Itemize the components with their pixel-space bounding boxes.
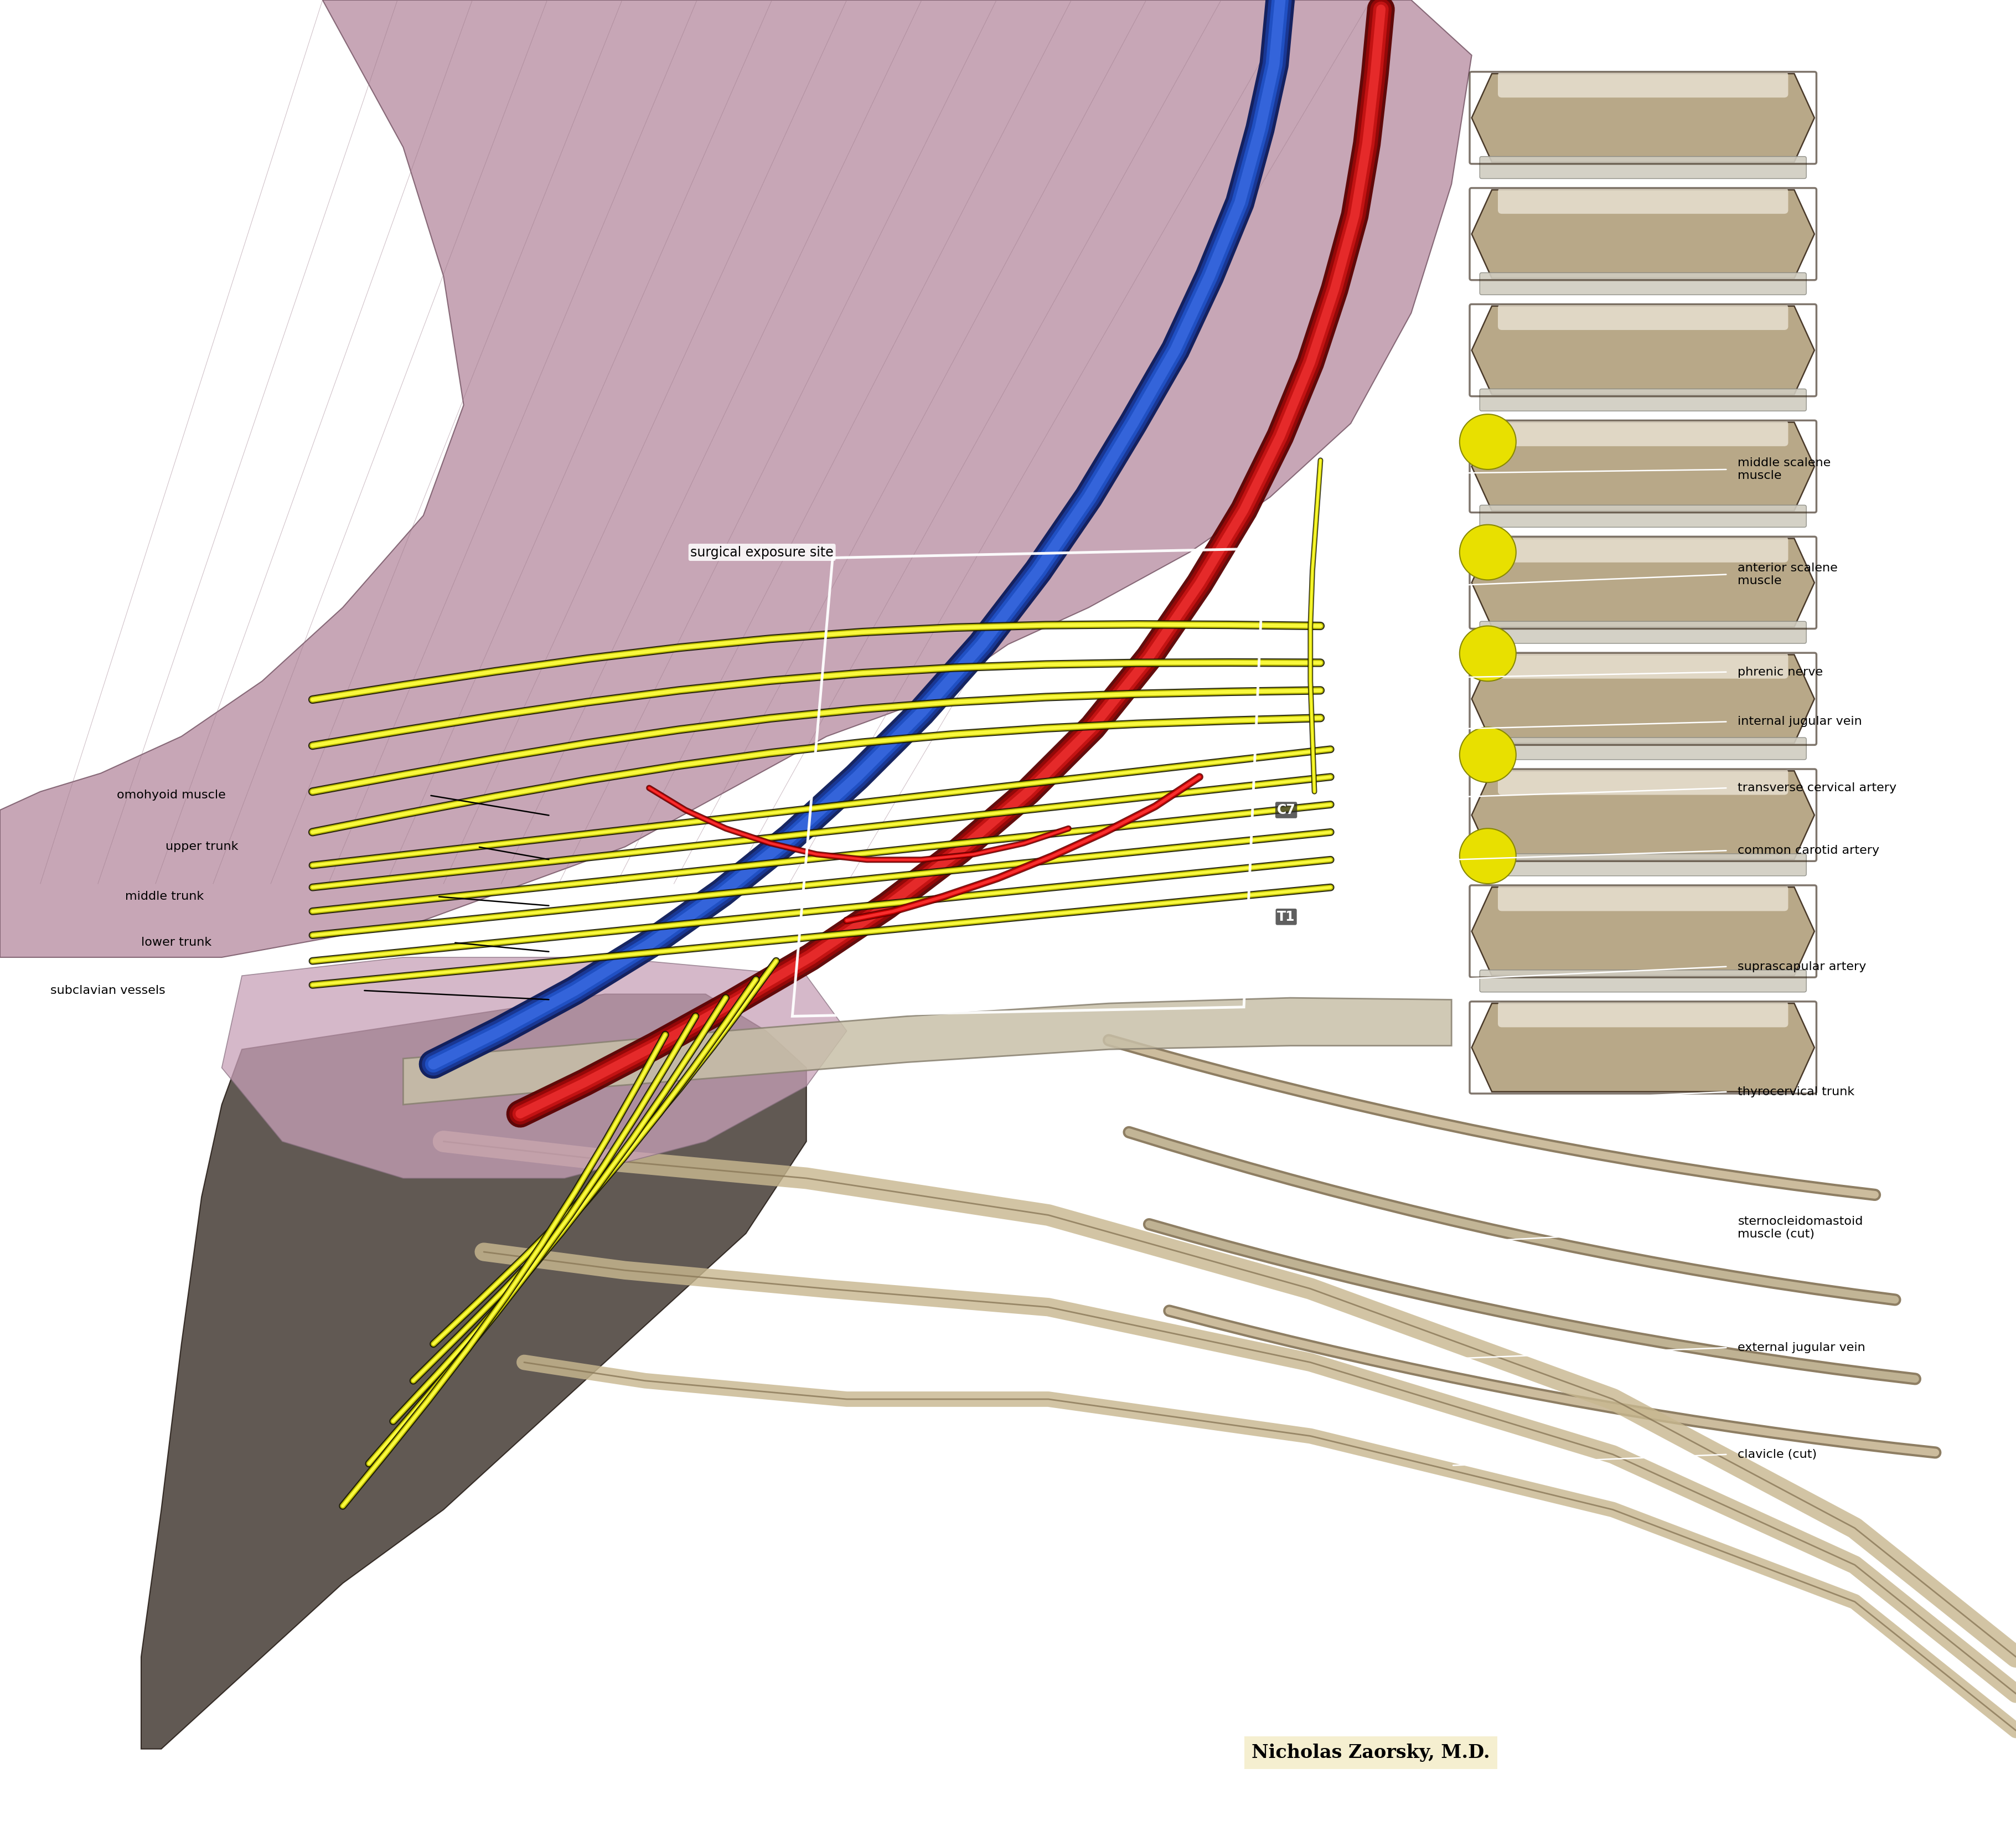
PathPatch shape (1472, 771, 1814, 860)
PathPatch shape (1472, 74, 1814, 162)
FancyBboxPatch shape (1480, 272, 1806, 295)
Text: surgical exposure site: surgical exposure site (689, 545, 835, 560)
PathPatch shape (1472, 422, 1814, 510)
PathPatch shape (1472, 655, 1814, 744)
Text: middle trunk: middle trunk (125, 891, 204, 902)
Ellipse shape (1460, 414, 1516, 469)
Text: phrenic nerve: phrenic nerve (1738, 666, 1822, 677)
FancyBboxPatch shape (1498, 886, 1788, 911)
Text: anterior scalene
muscle: anterior scalene muscle (1738, 563, 1839, 585)
FancyBboxPatch shape (1480, 156, 1806, 179)
Text: upper trunk: upper trunk (165, 841, 238, 852)
PathPatch shape (0, 0, 1472, 957)
Text: external jugular vein: external jugular vein (1738, 1342, 1865, 1353)
FancyBboxPatch shape (1480, 622, 1806, 644)
FancyBboxPatch shape (1498, 304, 1788, 330)
FancyBboxPatch shape (1498, 654, 1788, 679)
Text: thyrocervical trunk: thyrocervical trunk (1738, 1086, 1855, 1097)
Text: suprascapular artery: suprascapular artery (1738, 961, 1867, 972)
PathPatch shape (222, 957, 847, 1178)
Text: internal jugular vein: internal jugular vein (1738, 716, 1863, 727)
Ellipse shape (1460, 828, 1516, 884)
FancyBboxPatch shape (1498, 1002, 1788, 1027)
Ellipse shape (1460, 525, 1516, 580)
Text: sternocleidomastoid
muscle (cut): sternocleidomastoid muscle (cut) (1738, 1217, 1863, 1239)
Text: middle scalene
muscle: middle scalene muscle (1738, 458, 1831, 481)
Text: C7: C7 (1276, 803, 1296, 817)
PathPatch shape (403, 998, 1452, 1105)
FancyBboxPatch shape (1480, 854, 1806, 876)
PathPatch shape (1472, 306, 1814, 394)
PathPatch shape (1472, 538, 1814, 626)
FancyBboxPatch shape (1498, 420, 1788, 446)
Ellipse shape (1460, 626, 1516, 681)
FancyBboxPatch shape (1498, 72, 1788, 98)
Ellipse shape (1460, 727, 1516, 782)
FancyBboxPatch shape (1480, 504, 1806, 527)
Text: lower trunk: lower trunk (141, 937, 212, 948)
PathPatch shape (1472, 887, 1814, 976)
Text: clavicle (cut): clavicle (cut) (1738, 1449, 1816, 1460)
PathPatch shape (1472, 190, 1814, 278)
FancyBboxPatch shape (1498, 538, 1788, 563)
PathPatch shape (141, 994, 806, 1749)
Text: T1: T1 (1278, 909, 1294, 924)
FancyBboxPatch shape (1498, 770, 1788, 795)
PathPatch shape (1472, 1003, 1814, 1092)
Text: Nicholas Zaorsky, M.D.: Nicholas Zaorsky, M.D. (1252, 1743, 1490, 1762)
Text: omohyoid muscle: omohyoid muscle (117, 790, 226, 801)
FancyBboxPatch shape (1480, 970, 1806, 992)
FancyBboxPatch shape (1498, 188, 1788, 214)
Text: transverse cervical artery: transverse cervical artery (1738, 782, 1897, 793)
Text: subclavian vessels: subclavian vessels (50, 985, 165, 996)
FancyBboxPatch shape (1480, 388, 1806, 411)
FancyBboxPatch shape (1480, 738, 1806, 760)
Text: common carotid artery: common carotid artery (1738, 845, 1879, 856)
